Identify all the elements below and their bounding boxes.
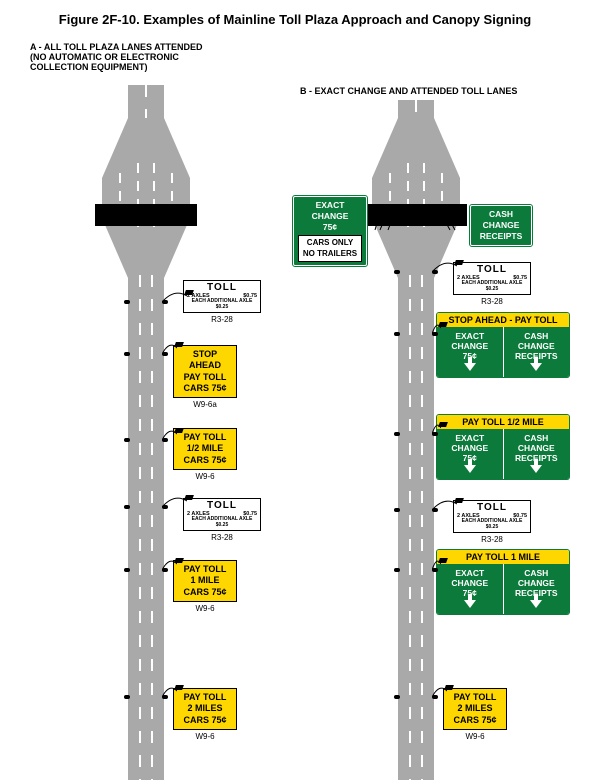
sign-a-5: PAY TOLL2 MILESCARS 75¢W9-6 <box>173 688 237 741</box>
cls2: NO TRAILERS <box>302 249 358 259</box>
cl3: 75¢ <box>298 222 362 233</box>
sign-a-1: STOP AHEADPAY TOLLCARS 75¢W9-6a <box>173 345 237 409</box>
plaza-band-a <box>95 204 197 226</box>
combo-2: PAY TOLL 1 MILE EXACTCHANGE75¢ CASHCHANG… <box>437 550 569 614</box>
canopy-right: CASH CHANGE RECEIPTS <box>470 205 532 246</box>
sign-a-3: TOLL 2 AXLES$0.75 EACH ADDITIONAL AXLE $… <box>183 498 261 542</box>
cls1: CARS ONLY <box>302 238 358 248</box>
road-a <box>128 275 164 780</box>
cl2: CHANGE <box>298 211 362 222</box>
figure-title: Figure 2F-10. Examples of Mainline Toll … <box>0 12 590 27</box>
toll-b-mid: TOLL 2 AXLES$0.75 EACH ADDITIONAL AXLE $… <box>453 500 531 544</box>
cl1: EXACT <box>298 200 362 211</box>
sign-a-4: PAY TOLL1 MILECARS 75¢W9-6 <box>173 560 237 613</box>
sign-a-2: PAY TOLL1/2 MILECARS 75¢W9-6 <box>173 428 237 481</box>
cr3: RECEIPTS <box>475 231 527 242</box>
combo-0: STOP AHEAD - PAY TOLL EXACTCHANGE75¢ CAS… <box>437 313 569 377</box>
panel-b-title: B - EXACT CHANGE AND ATTENDED TOLL LANES <box>300 87 517 97</box>
road-b <box>398 275 434 780</box>
sign-a-0: TOLL 2 AXLES$0.75 EACH ADDITIONAL AXLE $… <box>183 280 261 324</box>
panel-a-title: A - ALL TOLL PLAZA LANES ATTENDED(NO AUT… <box>30 43 240 73</box>
toll-b-top: TOLL 2 AXLES$0.75 EACH ADDITIONAL AXLE $… <box>453 262 531 306</box>
yellow-b-bot: PAY TOLL2 MILESCARS 75¢W9-6 <box>443 688 507 741</box>
canopy-left: EXACT CHANGE 75¢ CARS ONLY NO TRAILERS <box>293 196 367 266</box>
combo-1: PAY TOLL 1/2 MILE EXACTCHANGE75¢ CASHCHA… <box>437 415 569 479</box>
cr2: CHANGE <box>475 220 527 231</box>
cr1: CASH <box>475 209 527 220</box>
plaza-a <box>100 118 192 278</box>
